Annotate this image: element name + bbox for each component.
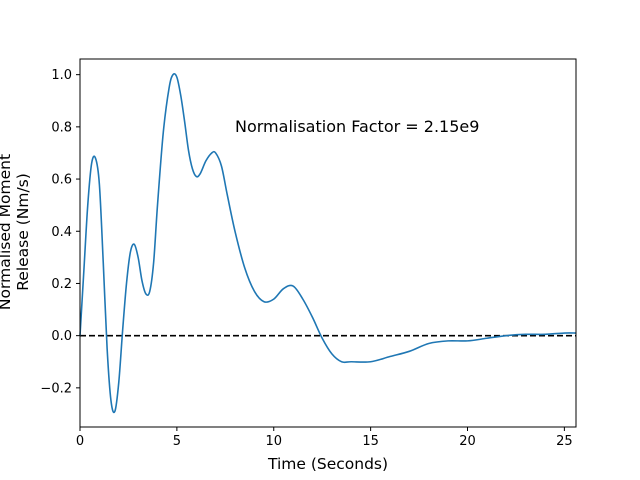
normalisation-factor-annotation: Normalisation Factor = 2.15e9: [235, 117, 479, 136]
x-tick-label: 25: [556, 434, 573, 449]
x-tick-label: 0: [76, 434, 84, 449]
y-tick-label: 0.6: [51, 173, 72, 188]
x-axis-label: Time (Seconds): [267, 455, 388, 473]
y-tick-label: −0.2: [40, 381, 72, 396]
y-tick-label: 1.0: [51, 68, 72, 83]
x-tick-label: 15: [362, 434, 379, 449]
x-tick-label: 10: [265, 434, 282, 449]
ticks-layer: 0 5 10 15 20 25 −0.2 0.0 0.2 0.4 0.6 0.8 1.0: [40, 68, 572, 449]
x-tick-label: 5: [173, 434, 181, 449]
plot-layer: [79, 58, 577, 428]
y-axis-label: Normalised Moment Release (Nm/s): [0, 154, 32, 310]
axes-frame: [79, 58, 577, 428]
y-axis-label-line-2: Release (Nm/s): [14, 173, 32, 291]
y-tick-label: 0.4: [51, 225, 72, 240]
y-tick-label: 0.2: [51, 277, 72, 292]
y-axis-label-line-1: Normalised Moment: [0, 154, 14, 310]
y-tick-label: 0.0: [51, 329, 72, 344]
y-tick-label: 0.8: [51, 120, 72, 135]
series-line-0: [79, 73, 577, 414]
x-tick-label: 20: [459, 434, 476, 449]
